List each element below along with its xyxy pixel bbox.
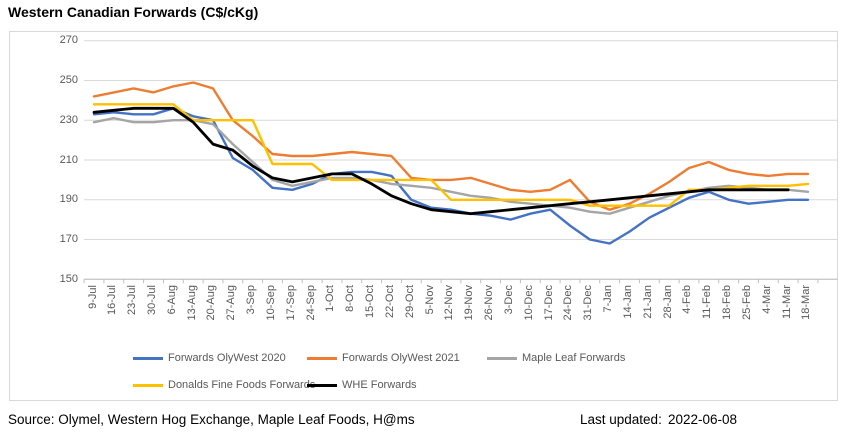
legend-swatch — [133, 383, 163, 387]
series-forwards-olywest-2021 — [92, 81, 810, 211]
y-axis-label: 190 — [59, 193, 78, 206]
y-axis-label: 150 — [59, 272, 78, 285]
x-axis-label: 19-Nov — [463, 285, 476, 321]
x-axis-label: 25-Feb — [740, 285, 753, 320]
x-axis-label: 7-Jan — [602, 285, 615, 313]
x-axis-label: 9-Jul — [86, 285, 99, 309]
y-axis-label: 270 — [59, 34, 78, 47]
y-axis-label: 170 — [59, 233, 78, 246]
x-axis-label: 8-Oct — [344, 285, 357, 312]
x-axis-label: 18-Feb — [721, 285, 734, 320]
legend-item-donalds-fine-foods-forwards: Donalds Fine Foods Forwards — [133, 379, 315, 391]
last-updated-value: 2022-06-08 — [668, 412, 738, 427]
legend-label: WHE Forwards — [342, 379, 417, 391]
x-axis-label: 11-Mar — [780, 285, 793, 320]
x-axis-label: 3-Dec — [502, 285, 515, 315]
x-axis-label: 28-Jan — [661, 285, 674, 319]
x-axis-label: 17-Sep — [284, 285, 297, 321]
legend-swatch — [307, 383, 337, 387]
y-axis-label: 230 — [59, 113, 78, 126]
legend-label: Donalds Fine Foods Forwards — [168, 379, 316, 391]
x-axis-label: 10-Sep — [264, 285, 277, 321]
x-axis-label: 15-Oct — [364, 285, 377, 319]
last-updated-label: Last updated: — [580, 412, 662, 427]
chart-frame — [9, 31, 838, 401]
legend-item-whe-forwards: WHE Forwards — [307, 379, 417, 391]
x-axis-label: 26-Nov — [483, 285, 496, 321]
x-axis-label: 10-Dec — [522, 285, 535, 321]
x-axis-label: 29-Oct — [403, 285, 416, 319]
x-axis-label: 14-Jan — [621, 285, 634, 319]
series-whe-forwards — [92, 106, 790, 216]
x-axis-label: 18-Mar — [800, 285, 813, 320]
legend-swatch — [307, 356, 337, 360]
series-donalds-fine-foods-forwards — [92, 103, 810, 207]
x-axis-label: 4-Feb — [681, 285, 694, 314]
x-axis-label: 27-Aug — [225, 285, 238, 321]
x-axis-label: 11-Feb — [701, 285, 714, 320]
legend-label: Forwards OlyWest 2021 — [342, 352, 460, 364]
x-axis-label: 13-Aug — [185, 285, 198, 321]
x-axis-label: 4-Mar — [760, 285, 773, 314]
x-axis-label: 31-Dec — [582, 285, 595, 321]
legend-item-maple-leaf-forwards: Maple Leaf Forwards — [487, 352, 625, 364]
y-axis-label: 250 — [59, 73, 78, 86]
x-axis-label: 24-Dec — [562, 285, 575, 321]
x-axis-label: 23-Jul — [126, 285, 139, 315]
y-axis-label: 210 — [59, 153, 78, 166]
x-axis-label: 16-Jul — [106, 285, 119, 315]
x-axis-label: 6-Aug — [165, 285, 178, 315]
x-axis-label: 20-Aug — [205, 285, 218, 321]
x-axis-label: 21-Jan — [641, 285, 654, 319]
x-axis-label: 3-Sep — [245, 285, 258, 315]
x-axis-label: 5-Nov — [423, 285, 436, 315]
legend-swatch — [487, 356, 517, 360]
x-axis-label: 24-Sep — [304, 285, 317, 321]
x-axis-label: 22-Oct — [383, 285, 396, 319]
x-axis-label: 12-Nov — [443, 285, 456, 321]
legend-label: Forwards OlyWest 2020 — [168, 352, 286, 364]
chart-title: Western Canadian Forwards (C$/cKg) — [8, 4, 259, 20]
x-axis-label: 17-Dec — [542, 285, 555, 321]
series-forwards-olywest-2020 — [92, 107, 810, 245]
legend-label: Maple Leaf Forwards — [522, 352, 626, 364]
legend-item-forwards-olywest-2020: Forwards OlyWest 2020 — [133, 352, 286, 364]
x-axis-label: 30-Jul — [145, 285, 158, 315]
x-axis-label: 1-Oct — [324, 285, 337, 312]
source-text: Source: Olymel, Western Hog Exchange, Ma… — [8, 412, 415, 427]
legend-swatch — [133, 356, 163, 360]
legend-item-forwards-olywest-2021: Forwards OlyWest 2021 — [307, 352, 460, 364]
